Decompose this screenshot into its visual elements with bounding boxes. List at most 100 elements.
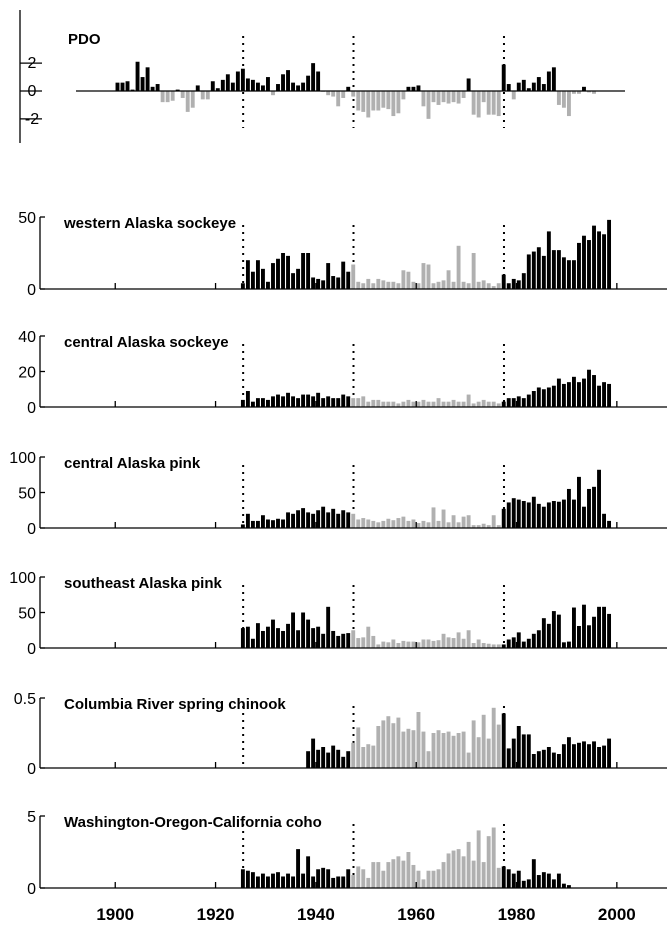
bar-1960 xyxy=(416,283,421,289)
y-tick-label: 0 xyxy=(27,881,36,898)
bar-1968 xyxy=(456,401,461,407)
bar-1952 xyxy=(376,522,381,528)
bar-1963 xyxy=(431,870,436,888)
bar-1974 xyxy=(486,836,491,888)
bar-1951 xyxy=(371,283,376,289)
bar-1945 xyxy=(341,876,346,888)
bar-1975 xyxy=(491,401,496,407)
bar-1931 xyxy=(271,263,275,289)
bar-1998 xyxy=(607,738,612,768)
bar-1967 xyxy=(451,91,456,103)
bar-1958 xyxy=(406,86,411,91)
bar-1967 xyxy=(451,515,456,528)
bar-1936 xyxy=(296,630,301,648)
bar-1966 xyxy=(446,401,451,407)
bar-1935 xyxy=(291,513,295,528)
bar-1988 xyxy=(556,91,561,105)
bar-1936 xyxy=(296,510,301,528)
bar-1953 xyxy=(381,641,386,648)
panel-title: southeast Alaska pink xyxy=(64,575,222,592)
bar-1995 xyxy=(592,91,596,94)
bar-1988 xyxy=(556,754,561,768)
bar-1994 xyxy=(587,91,591,93)
bar-1998 xyxy=(607,383,612,407)
bar-1943 xyxy=(331,276,336,289)
bar-1978 xyxy=(506,398,511,408)
bar-1938 xyxy=(306,751,311,768)
bar-1925 xyxy=(240,869,245,888)
bar-1968 xyxy=(456,849,461,888)
bar-1989 xyxy=(561,383,566,407)
bar-1963 xyxy=(431,283,436,289)
bar-1948 xyxy=(356,727,361,768)
bar-1957 xyxy=(401,516,406,528)
bar-1927 xyxy=(250,401,255,407)
bar-1976 xyxy=(496,724,501,768)
bar-1945 xyxy=(341,633,346,648)
bar-1962 xyxy=(426,522,431,528)
bar-1958 xyxy=(406,728,411,768)
bar-1979 xyxy=(511,278,516,289)
bar-1941 xyxy=(321,506,326,528)
bar-1982 xyxy=(526,88,531,91)
bar-1967 xyxy=(451,850,456,888)
bar-1971 xyxy=(471,91,476,115)
bar-1958 xyxy=(406,641,411,648)
bar-1986 xyxy=(546,502,551,528)
bar-1982 xyxy=(526,879,531,888)
bar-1902 xyxy=(125,81,130,91)
bar-1907 xyxy=(150,86,155,91)
bar-1928 xyxy=(255,520,260,528)
bar-1917 xyxy=(200,91,205,100)
bar-1933 xyxy=(281,74,285,91)
bar-1998 xyxy=(607,613,612,648)
bar-1990 xyxy=(566,382,571,407)
bar-1959 xyxy=(411,86,416,91)
bar-1925 xyxy=(240,628,245,648)
bar-1988 xyxy=(556,378,561,407)
bar-1987 xyxy=(551,879,556,888)
bar-1977 xyxy=(501,401,506,407)
bar-1979 xyxy=(511,91,516,100)
bar-1957 xyxy=(401,270,406,289)
bar-1991 xyxy=(572,91,576,94)
bar-1983 xyxy=(531,391,536,407)
bar-1960 xyxy=(416,523,421,528)
bar-1973 xyxy=(481,523,486,528)
bar-1937 xyxy=(301,394,306,407)
bar-1944 xyxy=(336,876,341,888)
bar-1990 xyxy=(566,737,571,768)
bar-1963 xyxy=(431,401,436,407)
bar-1994 xyxy=(587,744,591,768)
bar-1967 xyxy=(451,281,456,289)
bar-1951 xyxy=(371,635,376,648)
bar-1931 xyxy=(271,396,275,407)
bar-1946 xyxy=(346,869,351,888)
bar-1978 xyxy=(506,639,511,648)
bar-1930 xyxy=(266,876,270,888)
bar-1968 xyxy=(456,245,461,289)
bar-1940 xyxy=(316,278,321,289)
bar-1940 xyxy=(316,510,321,528)
bar-1943 xyxy=(331,745,336,768)
bar-1992 xyxy=(577,91,581,94)
bar-1940 xyxy=(316,869,321,888)
bar-1970 xyxy=(466,630,471,648)
bar-1933 xyxy=(281,630,285,648)
bar-1987 xyxy=(551,385,556,407)
bar-1938 xyxy=(306,75,311,91)
bar-1976 xyxy=(496,283,501,289)
bar-1949 xyxy=(361,91,366,112)
bar-1964 xyxy=(436,869,441,888)
bar-1993 xyxy=(582,86,586,91)
bar-1960 xyxy=(416,85,421,91)
bar-1952 xyxy=(376,644,381,648)
bar-1980 xyxy=(516,499,521,528)
bar-1974 xyxy=(486,525,491,528)
bar-1998 xyxy=(607,520,612,528)
bar-1985 xyxy=(541,506,546,528)
bar-1962 xyxy=(426,264,431,289)
bar-1920 xyxy=(215,88,220,91)
bar-1947 xyxy=(351,630,356,648)
bar-1955 xyxy=(391,639,396,648)
